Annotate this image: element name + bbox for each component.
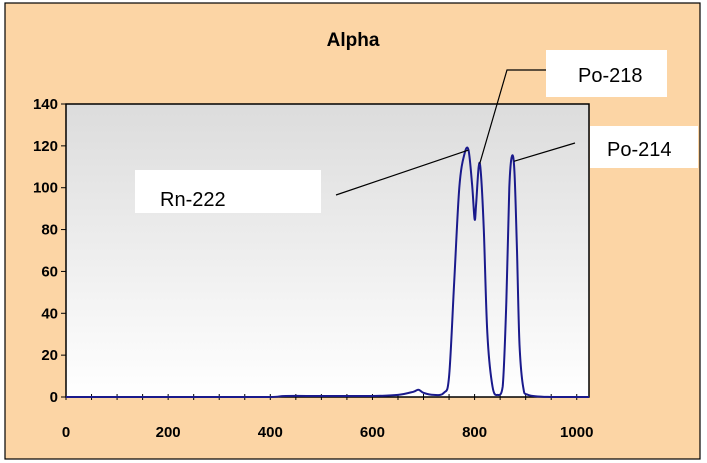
y-tick-label: 100: [33, 180, 58, 197]
x-tick-label: 600: [360, 424, 385, 441]
y-axis: 0 20 40 60 80 100 120 140: [33, 96, 66, 406]
po-214-leader-line: [513, 142, 576, 162]
x-tick-label: 1000: [560, 424, 593, 441]
y-tick-label: 40: [41, 305, 58, 322]
y-tick-label: 20: [41, 347, 58, 364]
po-218-label-box: [546, 50, 667, 97]
y-tick-label: 80: [41, 222, 58, 239]
x-tick-label: 800: [462, 424, 487, 441]
rn-222-label: Rn-222: [160, 189, 226, 211]
rn-222-label-box: [135, 170, 321, 213]
series-line-0: [66, 146, 589, 398]
plot-area: [65, 103, 590, 398]
series-group: [66, 146, 589, 398]
y-tick-label: 120: [33, 138, 58, 155]
po-214-label-box: [590, 126, 698, 168]
chart-title: Alpha: [327, 30, 380, 51]
po-218-label: Po-218: [578, 65, 643, 87]
y-tick-label: 0: [50, 389, 58, 406]
x-tick-label: 200: [156, 424, 181, 441]
po-218-leader-polyline: [479, 69, 546, 164]
rn-222-leader-line: [335, 149, 469, 196]
x-tick-label: 0: [62, 424, 70, 441]
x-axis: 0 200 400 600 800 1000: [62, 394, 593, 441]
y-tick-label: 60: [41, 263, 58, 280]
y-tick-label: 140: [33, 96, 58, 113]
x-tick-label: 400: [258, 424, 283, 441]
po-214-label: Po-214: [607, 139, 672, 161]
